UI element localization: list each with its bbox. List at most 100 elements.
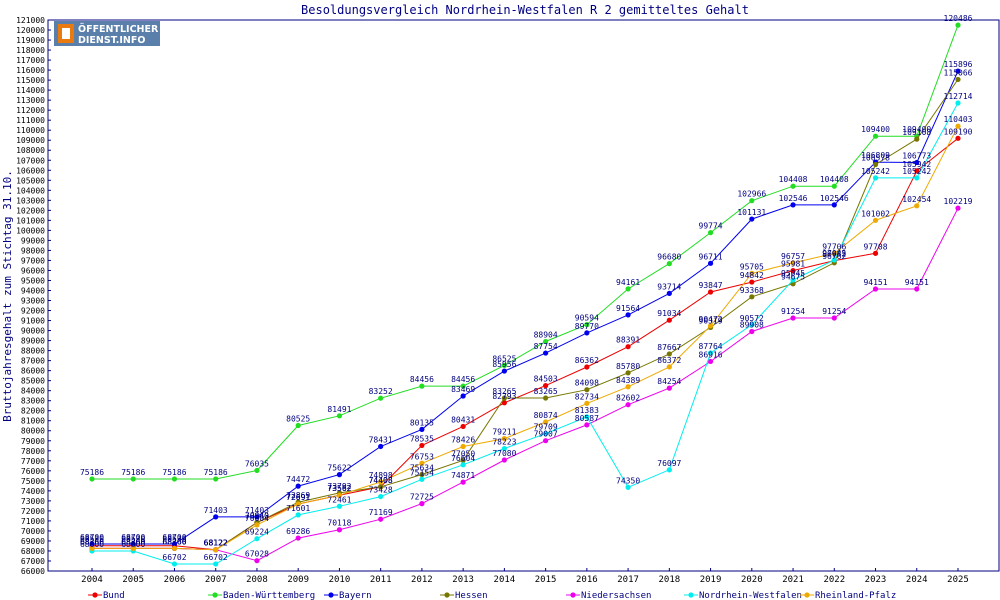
data-label: 68700 bbox=[162, 533, 186, 542]
data-point bbox=[378, 443, 384, 450]
data-label: 101131 bbox=[737, 208, 766, 217]
data-point bbox=[790, 202, 796, 208]
data-label: 69286 bbox=[286, 527, 310, 536]
y-tick-label: 97000 bbox=[21, 256, 45, 265]
data-point bbox=[336, 472, 343, 478]
data-label: 75622 bbox=[327, 464, 351, 473]
data-label: 86916 bbox=[699, 350, 723, 359]
legend-swatch-marker bbox=[444, 592, 450, 598]
logo-line-2: DIENST.INFO bbox=[78, 35, 145, 46]
data-point bbox=[749, 279, 755, 285]
y-tick-label: 111000 bbox=[16, 116, 45, 125]
plot-frame bbox=[47, 19, 1000, 572]
data-point bbox=[749, 294, 755, 300]
data-point bbox=[584, 364, 590, 370]
data-label: 85956 bbox=[492, 360, 516, 369]
y-axis: 6600067000680006900070000710007200073000… bbox=[16, 16, 51, 576]
data-label: 81383 bbox=[575, 406, 599, 415]
data-label: 79709 bbox=[534, 423, 558, 432]
legend-label: Bayern bbox=[339, 591, 372, 600]
data-label: 74871 bbox=[451, 471, 475, 480]
series-line bbox=[92, 70, 959, 545]
data-point bbox=[749, 322, 755, 328]
data-point bbox=[914, 136, 920, 142]
data-point bbox=[625, 312, 631, 318]
data-point bbox=[625, 286, 631, 292]
legend-swatch-marker bbox=[328, 592, 334, 598]
data-label: 79211 bbox=[492, 428, 516, 437]
data-label: 86525 bbox=[492, 354, 516, 363]
y-tick-label: 110000 bbox=[16, 126, 45, 135]
data-label: 78431 bbox=[369, 435, 393, 444]
y-tick-label: 66000 bbox=[21, 567, 45, 576]
data-label: 68530 bbox=[80, 535, 104, 544]
y-tick-label: 67000 bbox=[21, 557, 45, 566]
y-tick-label: 117000 bbox=[16, 56, 45, 65]
data-label: 68700 bbox=[121, 533, 145, 542]
data-label: 86372 bbox=[657, 356, 681, 365]
data-label: 84254 bbox=[657, 377, 681, 386]
data-point bbox=[666, 351, 672, 357]
data-point bbox=[501, 368, 507, 374]
y-tick-label: 93000 bbox=[21, 297, 45, 306]
y-tick-label: 79000 bbox=[21, 437, 45, 446]
data-label: 106809 bbox=[861, 151, 890, 160]
data-point bbox=[790, 277, 796, 283]
data-point bbox=[460, 479, 466, 485]
data-label: 90319 bbox=[699, 316, 723, 325]
data-label: 75186 bbox=[162, 468, 186, 477]
legend-label: Niedersachsen bbox=[581, 591, 651, 600]
x-tick-label: 2005 bbox=[122, 575, 144, 585]
data-label: 97708 bbox=[863, 242, 887, 251]
data-point bbox=[790, 260, 796, 266]
data-point bbox=[831, 250, 837, 256]
y-tick-label: 104000 bbox=[16, 186, 45, 195]
legend-swatch-marker bbox=[570, 592, 576, 598]
y-tick-label: 74000 bbox=[21, 487, 45, 496]
data-point bbox=[707, 350, 714, 356]
y-tick-label: 99000 bbox=[21, 236, 45, 245]
logo-line-1: ÖFFENTLICHER bbox=[78, 24, 159, 35]
data-label: 115896 bbox=[944, 60, 973, 69]
series-line bbox=[92, 125, 959, 551]
data-label: 84503 bbox=[534, 375, 558, 384]
data-label: 83265 bbox=[492, 387, 516, 396]
data-label: 94675 bbox=[781, 273, 805, 282]
data-label: 106578 bbox=[861, 153, 890, 162]
data-label: 95045 bbox=[781, 269, 805, 278]
y-tick-label: 94000 bbox=[21, 286, 45, 295]
data-label: 72691 bbox=[286, 493, 310, 502]
data-label: 93368 bbox=[740, 286, 764, 295]
data-point bbox=[501, 362, 507, 368]
y-tick-label: 88000 bbox=[21, 347, 45, 356]
data-label: 73562 bbox=[327, 484, 351, 493]
data-label: 75186 bbox=[121, 468, 145, 477]
data-label: 85780 bbox=[616, 362, 640, 371]
data-label: 99774 bbox=[699, 222, 723, 231]
x-axis: 2004 2005 2006 2007 2008 2009 2010 2011 2012 2013… bbox=[81, 568, 969, 585]
y-tick-label: 71000 bbox=[21, 517, 45, 526]
data-point bbox=[460, 423, 466, 430]
data-label: 70840 bbox=[245, 512, 269, 521]
data-labels: 68530 68530 68530 68122 70840 72691 73562 74408… bbox=[80, 14, 973, 562]
data-label: 90572 bbox=[740, 314, 764, 323]
data-label: 68260 bbox=[162, 537, 186, 546]
data-point bbox=[254, 467, 260, 474]
y-tick-label: 114000 bbox=[16, 86, 45, 95]
y-tick-label: 100000 bbox=[16, 226, 45, 235]
legend-swatch-marker bbox=[804, 592, 810, 598]
data-point bbox=[89, 476, 95, 482]
y-tick-label: 84000 bbox=[21, 387, 45, 396]
data-label: 97706 bbox=[822, 242, 846, 251]
y-tick-label: 75000 bbox=[21, 477, 45, 486]
x-tick-label: 2014 bbox=[494, 575, 516, 585]
legend-label: Hessen bbox=[455, 591, 488, 600]
data-point bbox=[254, 514, 260, 520]
data-label: 87667 bbox=[657, 343, 681, 352]
legend: Bund Baden-Württemberg Bayern Hessen Nieders… bbox=[88, 591, 896, 600]
y-tick-label: 107000 bbox=[16, 156, 45, 165]
data-point bbox=[501, 395, 507, 401]
data-label: 75154 bbox=[410, 468, 434, 477]
data-label: 71403 bbox=[204, 506, 228, 515]
data-point bbox=[254, 536, 260, 542]
